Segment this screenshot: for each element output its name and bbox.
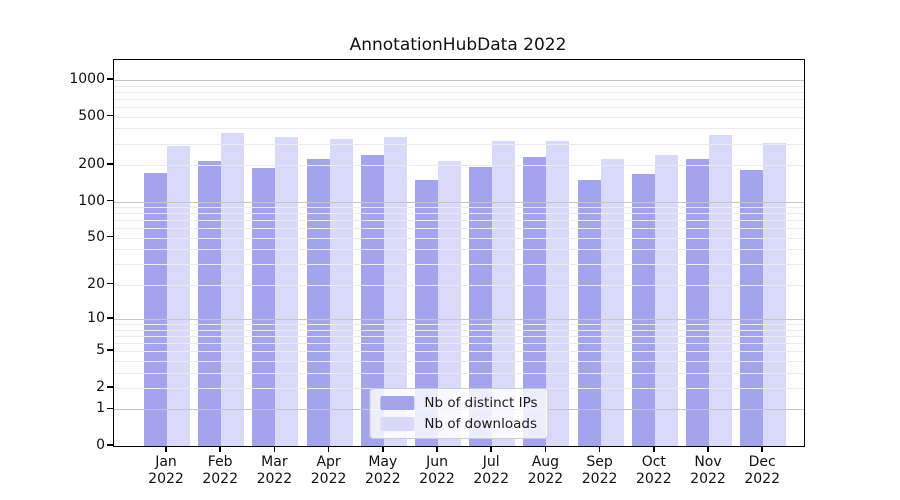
x-tick-mark — [707, 447, 709, 452]
bar-distinct-ips-nov-2022 — [686, 159, 709, 446]
legend-item-downloads: Nb of downloads — [380, 416, 537, 432]
bar-downloads-nov-2022 — [709, 135, 732, 446]
x-tick-mark — [436, 447, 438, 452]
y-tick-mark — [107, 444, 113, 446]
x-tick-label-jun: Jun 2022 — [419, 454, 455, 487]
x-tick-mark — [327, 447, 330, 452]
bar-downloads-apr-2022 — [329, 139, 353, 446]
x-tick-mark — [219, 447, 221, 452]
x-tick-label-mar: Mar 2022 — [256, 454, 293, 487]
legend-item-distinct-ips: Nb of distinct IPs — [380, 395, 538, 411]
bar-distinct-ips-oct-2022 — [631, 173, 655, 446]
bar-distinct-ips-mar-2022 — [252, 167, 276, 446]
x-tick-label-apr: Apr 2022 — [310, 454, 347, 487]
y-tick-label: 100 — [78, 192, 105, 209]
bar-distinct-ips-dec-2022 — [740, 170, 764, 446]
bar-downloads-dec-2022 — [763, 142, 787, 446]
legend: Nb of distinct IPs Nb of downloads — [369, 388, 549, 439]
bar-downloads-aug-2022 — [546, 141, 570, 446]
y-tick-mark — [107, 199, 113, 202]
bar-distinct-ips-jan-2022 — [144, 172, 167, 446]
x-tick-mark — [544, 447, 547, 452]
x-tick-label-feb: Feb 2022 — [202, 454, 238, 487]
y-tick-mark — [107, 163, 113, 165]
bar-downloads-jul-2022 — [492, 141, 516, 446]
bar-distinct-ips-feb-2022 — [198, 160, 222, 446]
x-tick-label-oct: Oct 2022 — [635, 454, 672, 487]
y-tick-label: 20 — [87, 275, 105, 292]
y-tick-mark — [107, 235, 113, 238]
y-tick-label: 1 — [96, 400, 105, 417]
bar-downloads-jun-2022 — [438, 161, 461, 446]
bar-distinct-ips-apr-2022 — [306, 158, 330, 446]
y-tick-label: 1000 — [69, 70, 105, 87]
bar-downloads-jan-2022 — [167, 145, 190, 446]
bars-layer — [114, 60, 804, 446]
x-tick-label-jul: Jul 2022 — [473, 454, 509, 487]
x-tick-mark — [382, 447, 384, 452]
y-tick-label: 5 — [96, 342, 105, 359]
x-tick-label-aug: Aug 2022 — [527, 454, 564, 487]
y-tick-label: 200 — [78, 156, 105, 172]
bar-downloads-may-2022 — [383, 137, 407, 446]
chart-title: AnnotationHubData 2022 — [349, 35, 567, 55]
x-tick-label-dec: Dec 2022 — [744, 454, 780, 487]
y-tick-mark — [107, 349, 113, 351]
x-tick-mark — [598, 447, 601, 452]
y-tick-label: 0 — [96, 437, 105, 453]
bar-downloads-oct-2022 — [654, 155, 678, 446]
plot-area: Nb of distinct IPs Nb of downloads — [113, 59, 805, 447]
y-tick-label: 500 — [78, 107, 105, 124]
y-tick-mark — [107, 407, 113, 410]
x-tick-mark — [653, 447, 655, 452]
y-tick-label: 10 — [87, 310, 105, 326]
x-tick-label-sep: Sep 2022 — [581, 454, 618, 487]
x-tick-mark — [165, 447, 167, 452]
y-tick-label: 2 — [96, 378, 105, 395]
y-tick-mark — [107, 317, 113, 319]
bar-downloads-feb-2022 — [221, 133, 245, 446]
legend-label-distinct-ips: Nb of distinct IPs — [424, 395, 538, 411]
x-tick-label-jan: Jan 2022 — [148, 454, 184, 487]
bar-distinct-ips-aug-2022 — [523, 157, 547, 446]
bar-downloads-sep-2022 — [600, 158, 624, 446]
y-tick-label: 50 — [87, 228, 105, 245]
bar-distinct-ips-jun-2022 — [415, 179, 438, 446]
y-tick-mark — [107, 282, 113, 285]
legend-swatch-distinct-ips — [380, 396, 415, 410]
bar-distinct-ips-sep-2022 — [577, 180, 601, 446]
y-tick-mark — [107, 386, 113, 388]
y-tick-mark — [107, 114, 113, 117]
legend-label-downloads: Nb of downloads — [424, 416, 537, 432]
y-tick-mark — [107, 78, 113, 80]
x-tick-label-may: May 2022 — [364, 454, 401, 487]
x-tick-mark — [273, 447, 276, 452]
x-tick-mark — [490, 447, 492, 452]
x-tick-label-nov: Nov 2022 — [690, 454, 726, 487]
bar-downloads-mar-2022 — [275, 137, 299, 446]
bar-distinct-ips-jul-2022 — [469, 167, 493, 446]
legend-swatch-downloads — [380, 417, 415, 431]
x-tick-mark — [761, 447, 763, 452]
